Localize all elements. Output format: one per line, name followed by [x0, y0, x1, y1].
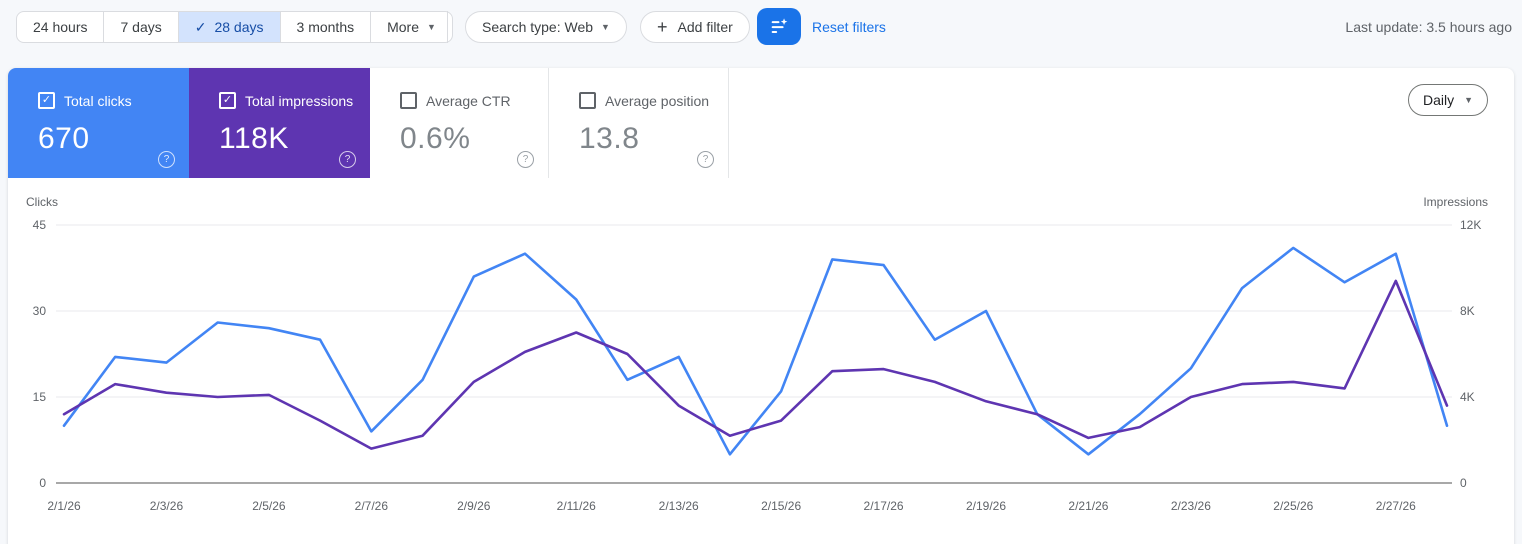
- date-range-chip-3-months[interactable]: 3 months: [279, 11, 372, 43]
- check-icon: ✓: [194, 18, 207, 35]
- date-range-label: 28 days: [214, 19, 264, 35]
- date-range-label: More: [387, 19, 420, 35]
- add-filter-button[interactable]: + Add filter: [640, 11, 750, 43]
- metric-header: ✓ Total impressions: [219, 92, 370, 109]
- chevron-down-icon: ▼: [427, 21, 436, 32]
- checked-checkbox[interactable]: ✓: [38, 92, 55, 109]
- metric-header: Average position: [579, 92, 728, 109]
- last-update-text: Last update: 3.5 hours ago: [1345, 19, 1512, 35]
- toolbar-divider: [447, 11, 448, 43]
- checked-checkbox[interactable]: ✓: [219, 92, 236, 109]
- date-range-label: 3 months: [296, 19, 355, 35]
- chevron-down-icon: ▼: [601, 21, 610, 32]
- date-range-label: 24 hours: [33, 19, 88, 35]
- chevron-down-icon: ▼: [1464, 94, 1473, 105]
- help-icon[interactable]: ?: [697, 151, 714, 168]
- plus-icon: +: [657, 16, 668, 37]
- left-axis-title: Clicks: [26, 195, 58, 209]
- date-range-chip-24-hours[interactable]: 24 hours: [16, 11, 105, 43]
- help-icon[interactable]: ?: [517, 151, 534, 168]
- granularity-label: Daily: [1422, 92, 1455, 108]
- metric-cards: ✓ Total clicks 670? ✓ Total impressions 118K?…: [8, 68, 1514, 178]
- date-range-chip-7-days[interactable]: 7 days: [103, 11, 179, 43]
- metric-label: Total clicks: [64, 92, 132, 109]
- metric-value: 13.8: [579, 122, 640, 155]
- add-filter-label: Add filter: [677, 19, 733, 35]
- metric-label: Average CTR: [426, 92, 511, 109]
- metric-card-average-ctr[interactable]: Average CTR 0.6%?: [370, 68, 549, 178]
- reset-filters-link[interactable]: Reset filters: [812, 19, 886, 35]
- metric-card-total-impressions[interactable]: ✓ Total impressions 118K?: [189, 68, 370, 178]
- granularity-dropdown[interactable]: Daily ▼: [1407, 84, 1488, 116]
- date-range-selector: 24 hours 7 days ✓ 28 days 3 months More ▼: [16, 11, 453, 43]
- search-type-label: Search type: Web: [482, 19, 594, 35]
- unchecked-checkbox[interactable]: [579, 92, 596, 109]
- metric-card-total-clicks[interactable]: ✓ Total clicks 670?: [8, 68, 189, 178]
- metric-header: ✓ Total clicks: [38, 92, 189, 109]
- metric-value: 670: [38, 122, 90, 155]
- metric-header: Average CTR: [400, 92, 548, 109]
- search-type-filter[interactable]: Search type: Web ▼: [465, 11, 627, 43]
- help-icon[interactable]: ?: [339, 151, 356, 168]
- metric-value: 0.6%: [400, 122, 471, 155]
- metric-label: Average position: [605, 92, 710, 109]
- smart-filter-button[interactable]: [757, 8, 801, 45]
- performance-card: ✓ Total clicks 670? ✓ Total impressions 118K?…: [8, 68, 1514, 544]
- filter-sparkle-icon: [768, 16, 790, 38]
- metric-label: Total impressions: [245, 92, 354, 109]
- metric-card-average-position[interactable]: Average position 13.8?: [549, 68, 729, 178]
- unchecked-checkbox[interactable]: [400, 92, 417, 109]
- metric-value: 118K: [219, 122, 289, 155]
- date-range-chip-28-days[interactable]: ✓ 28 days: [177, 11, 281, 43]
- right-axis-title: Impressions: [1423, 195, 1488, 209]
- date-range-label: 7 days: [120, 19, 162, 35]
- date-range-chip-more[interactable]: More ▼: [370, 11, 453, 43]
- help-icon[interactable]: ?: [158, 151, 175, 168]
